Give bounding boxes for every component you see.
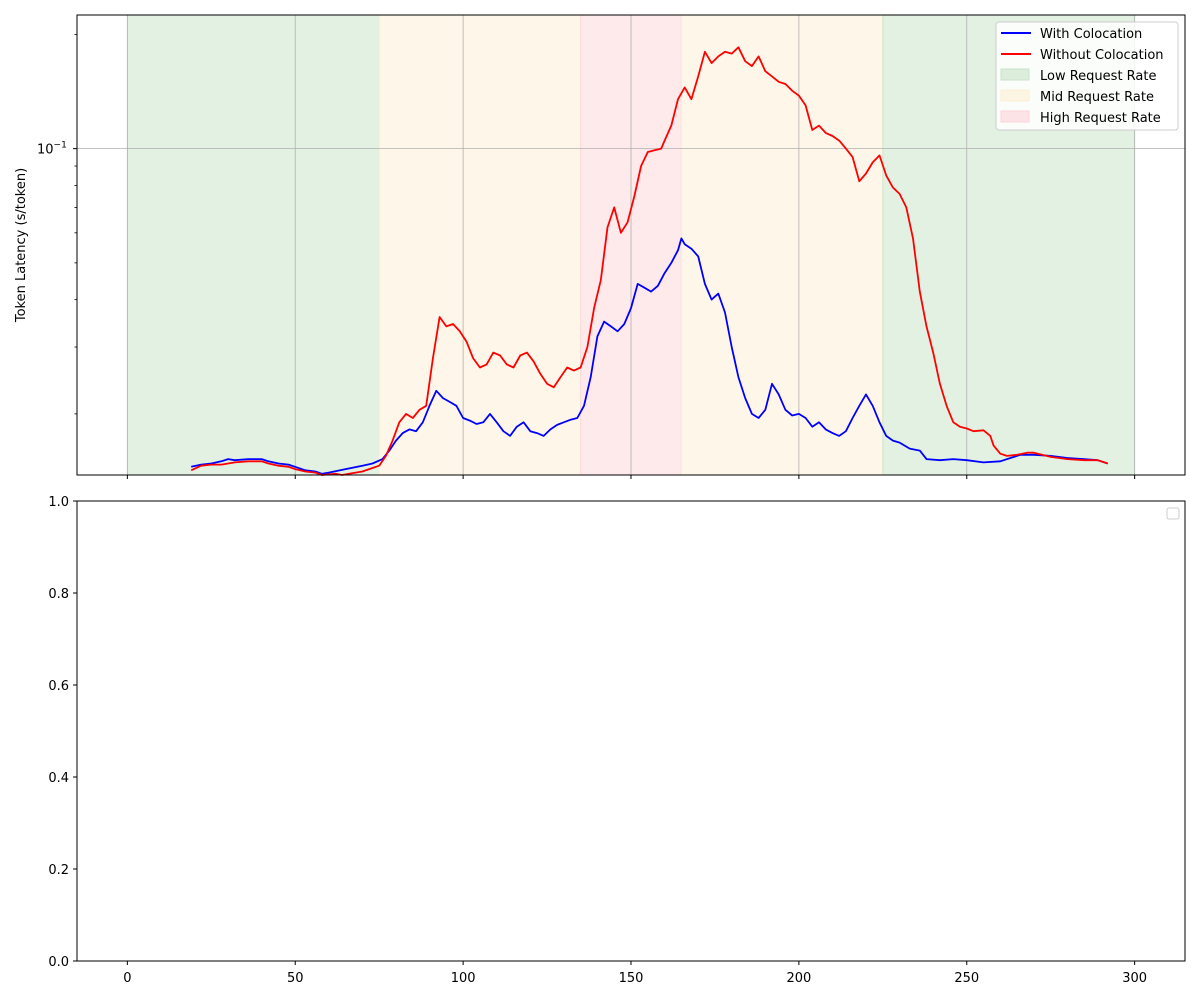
bottom-x-tick-label-0: 0 (123, 971, 131, 986)
series-without-colocation (190, 46, 1109, 476)
empty-legend-box (1166, 507, 1180, 520)
top-x-ticks (126, 475, 1136, 479)
legend-label-with-colocation: With Colocation (1040, 27, 1142, 42)
top-grid-lines (77, 15, 1185, 475)
bottom-x-ticks: 0 50 100 150 200 250 300 (123, 961, 1147, 986)
series-with-colocation (191, 237, 1109, 475)
bottom-y-tick-label-3: 0.6 (48, 679, 69, 694)
bottom-y-tick-label-5: 1.0 (48, 495, 69, 510)
region-low-request-rate (126, 14, 380, 476)
legend-label-low-request-rate: Low Request Rate (1040, 69, 1156, 84)
bottom-plot-panel: 0 50 100 150 200 250 300 0.0 0.2 0.4 0.6 0.8 1.0 (48, 495, 1186, 986)
bottom-y-tick-label-1: 0.2 (48, 863, 69, 878)
top-plot-panel: 10−1 Token Latency (s/token) With Coloca… (14, 14, 1186, 479)
bottom-x-tick-label-50: 50 (287, 971, 304, 986)
legend-swatch-mid-request-rate (1000, 89, 1030, 102)
region-mid-request-rate (680, 14, 884, 476)
bottom-x-tick-label-200: 200 (786, 971, 811, 986)
region-mid-request-rate (378, 14, 582, 476)
legend-label-high-request-rate: High Request Rate (1040, 111, 1161, 126)
legend-box (995, 21, 1179, 131)
y-axis-label: Token Latency (s/token) (14, 168, 29, 323)
latency-series (190, 46, 1109, 476)
bottom-y-tick-label-4: 0.8 (48, 587, 69, 602)
legend-label-without-colocation: Without Colocation (1040, 48, 1164, 63)
legend-label-mid-request-rate: Mid Request Rate (1040, 90, 1154, 105)
bottom-x-tick-label-150: 150 (619, 971, 644, 986)
bottom-y-tick-label-2: 0.4 (48, 771, 69, 786)
bottom-x-tick-label-100: 100 (451, 971, 476, 986)
legend: With Colocation Without Colocation Low R… (995, 21, 1179, 131)
bottom-x-tick-label-300: 300 (1122, 971, 1147, 986)
legend-swatch-high-request-rate (1000, 110, 1030, 123)
legend-swatch-low-request-rate (1000, 68, 1030, 81)
bottom-x-tick-label-250: 250 (954, 971, 979, 986)
bottom-y-tick-label-0: 0.0 (48, 955, 69, 970)
bottom-y-ticks: 0.0 0.2 0.4 0.6 0.8 1.0 (48, 495, 77, 970)
